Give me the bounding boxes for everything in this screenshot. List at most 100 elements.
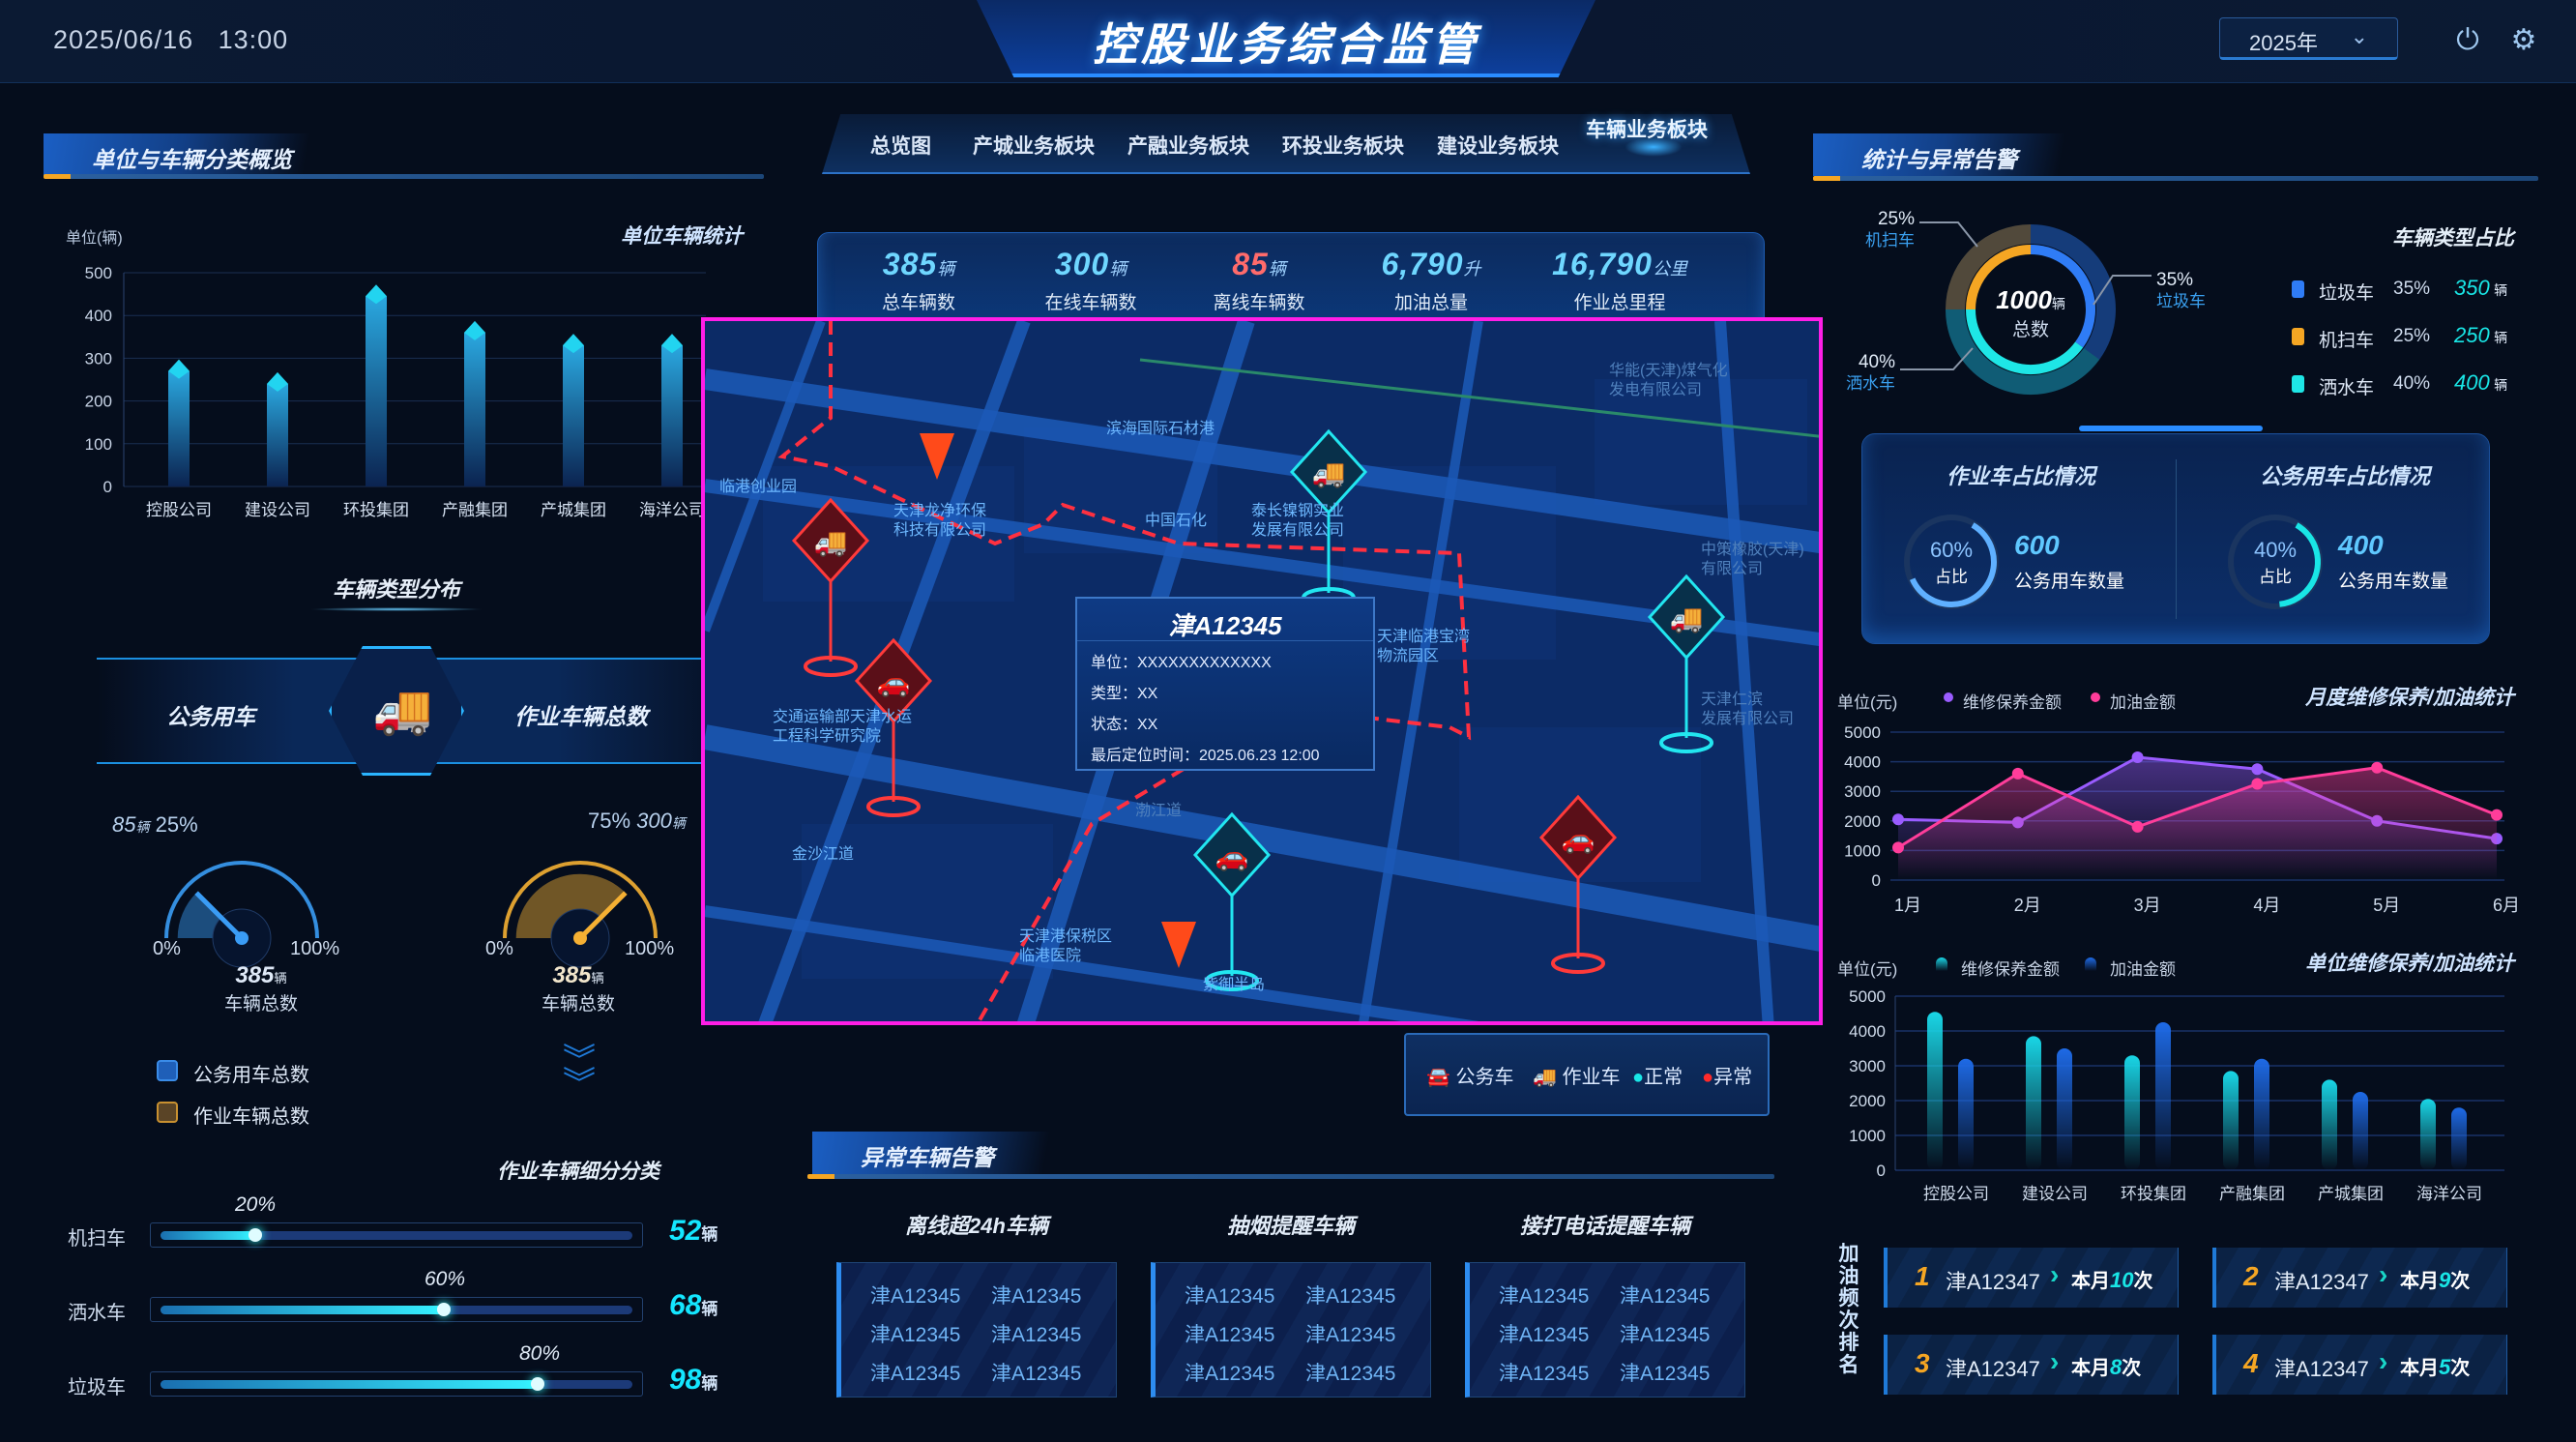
tab-chancheng[interactable]: 产城业务板块 <box>973 135 1095 158</box>
rank-count: 本月5次 <box>2400 1355 2471 1379</box>
x-tick-label: 3月 <box>2134 896 2161 915</box>
gear-icon[interactable]: ⚙ <box>2510 24 2537 56</box>
section-divider <box>807 1174 1774 1179</box>
map-label: 滨海国际石材港 <box>1106 421 1215 437</box>
map-label: 天津仁滨 发展有限公司 <box>1701 692 1795 727</box>
bar <box>2353 1092 2368 1170</box>
data-point <box>2491 809 2503 821</box>
legend-label: 加油金额 <box>2110 960 2176 979</box>
alert-plate[interactable]: 津A12345 <box>1499 1363 1590 1385</box>
rank-plate: 津A12347 <box>2274 1357 2369 1381</box>
normal-truck-marker <box>1647 574 1726 661</box>
tab-bar <box>822 114 1750 174</box>
alert-plate[interactable]: 津A12345 <box>991 1363 1082 1385</box>
ranking-item[interactable]: 4 津A12347 › 本月5次 <box>2212 1335 2507 1395</box>
series-line <box>1897 766 2498 849</box>
truck-icon: 🚚 <box>814 527 848 558</box>
stat-value: 6,790 <box>1381 247 1464 281</box>
alert-group-title: 离线超24h车辆 <box>905 1214 1048 1238</box>
donut-percent-label: 25% <box>1878 209 1915 229</box>
alert-plate[interactable]: 津A12345 <box>1620 1324 1711 1346</box>
bar <box>366 296 387 486</box>
ratio-sub: 占比 <box>2259 568 2292 586</box>
year-value: 2025年 <box>2249 31 2318 55</box>
alert-plate[interactable]: 津A12345 <box>1499 1285 1590 1308</box>
donut-slice <box>2030 245 2095 348</box>
alert-plate[interactable]: 津A12345 <box>1305 1324 1396 1346</box>
progress-fill <box>161 1231 255 1240</box>
donut-name-label: 洒水车 <box>1846 374 1895 393</box>
alert-plate[interactable]: 津A12345 <box>870 1285 961 1308</box>
alert-plate[interactable]: 津A12345 <box>870 1324 961 1346</box>
stat-item: 6,790升 加油总量 <box>1344 247 1518 314</box>
alert-plate[interactable]: 津A12345 <box>870 1363 961 1385</box>
alert-plate[interactable]: 津A12345 <box>1185 1363 1275 1385</box>
bar <box>2155 1022 2171 1170</box>
legend-dot <box>1944 692 1953 702</box>
alert-plate[interactable]: 津A12345 <box>991 1324 1082 1346</box>
ratio-count: 400 <box>2338 530 2384 560</box>
map-label: 交通运输部天津水运 工程科学研究院 <box>773 709 913 745</box>
tab-vehicle[interactable]: 车辆业务板块 <box>1586 119 1708 141</box>
truck-icon: 🚚 <box>1533 1067 1557 1088</box>
legend-official: 公务用车总数 <box>193 1065 309 1086</box>
donut-slice <box>1966 245 2032 310</box>
progress-knob <box>248 1228 262 1242</box>
gauge-needle <box>194 891 244 940</box>
truck-icon: 🚚 <box>1312 458 1346 489</box>
map-label: 临港创业园 <box>719 479 798 495</box>
legend-swatch <box>2292 328 2304 345</box>
chevron-right-icon: › <box>2379 1346 2388 1376</box>
year-select[interactable]: 2025年 ⌄ <box>2219 17 2398 60</box>
alert-group-title: 接打电话提醒车辆 <box>1519 1214 1690 1238</box>
alert-plate[interactable]: 津A12345 <box>1185 1324 1275 1346</box>
y-tick-label: 4000 <box>1849 1022 1886 1041</box>
map-label: 泰长镍钢实业 发展有限公司 <box>1251 503 1345 539</box>
alert-plate[interactable]: 津A12345 <box>1499 1324 1590 1346</box>
alert-plate[interactable]: 津A12345 <box>1620 1285 1711 1308</box>
ratio-count-label: 公务用车数量 <box>2338 572 2449 592</box>
series-area <box>1898 767 2497 880</box>
tab-overview[interactable]: 总览图 <box>870 135 931 158</box>
gauge-left-total: 385辆 车辆总数 <box>223 962 298 1015</box>
tab-jianshe[interactable]: 建设业务板块 <box>1437 135 1559 158</box>
location-arrow-icon <box>1161 922 1196 968</box>
map-road <box>1359 321 1483 1021</box>
ratio-percent: 40% <box>2253 538 2298 562</box>
card-divider <box>2176 459 2177 619</box>
rank-plate: 津A12347 <box>1946 1357 2040 1381</box>
tab-huantou[interactable]: 环投业务板块 <box>1282 135 1404 158</box>
legend-percent: 25% <box>2393 326 2431 346</box>
unit-label: 单位(元) <box>1837 960 1898 979</box>
vehicle-type-donut: 35% 垃圾车 25% 机扫车 40% 洒水车 <box>1846 209 2206 395</box>
donut-name-label: 机扫车 <box>1865 231 1915 250</box>
gauge-right-min: 0% <box>485 938 513 959</box>
map-green-line <box>1139 358 1819 438</box>
ranking-item[interactable]: 3 津A12347 › 本月8次 <box>1884 1335 2179 1395</box>
section-title-stats: 统计与异常告警 <box>1813 133 2142 176</box>
ring-progress <box>2230 516 2321 607</box>
legend-swatch-official <box>157 1060 178 1081</box>
stat-label: 作业总里程 <box>1573 293 1666 313</box>
car-icon: 🚗 <box>877 667 911 698</box>
tab-chanrong[interactable]: 产融业务板块 <box>1127 135 1249 158</box>
progress-fill <box>161 1380 539 1389</box>
ranking-title: 加油频次排名 <box>1838 1243 1859 1376</box>
legend-label: 维修保养金额 <box>1961 960 2060 979</box>
power-icon[interactable]: ⏻ <box>2456 24 2479 56</box>
legend-percent: 35% <box>2393 279 2431 299</box>
legend-count: 350 <box>2454 276 2490 300</box>
alert-plate[interactable]: 津A12345 <box>1620 1363 1711 1385</box>
alert-plate[interactable]: 津A12345 <box>1305 1363 1396 1385</box>
progress-percent: 80% <box>519 1342 561 1365</box>
ratio-title: 作业车占比情况 <box>1946 464 2095 488</box>
alert-plate[interactable]: 津A12345 <box>1305 1285 1396 1308</box>
donut-track <box>1946 224 2116 395</box>
alert-plate[interactable]: 津A12345 <box>1185 1285 1275 1308</box>
legend-official-car: 🚘 公务车 <box>1426 1067 1514 1088</box>
alert-plate[interactable]: 津A12345 <box>991 1285 1082 1308</box>
ranking-item[interactable]: 2 津A12347 › 本月9次 <box>2212 1248 2507 1308</box>
ranking-item[interactable]: 1 津A12347 › 本月10次 <box>1884 1248 2179 1308</box>
legend-percent: 40% <box>2393 373 2431 394</box>
abnormal-car-marker <box>1538 794 1618 881</box>
